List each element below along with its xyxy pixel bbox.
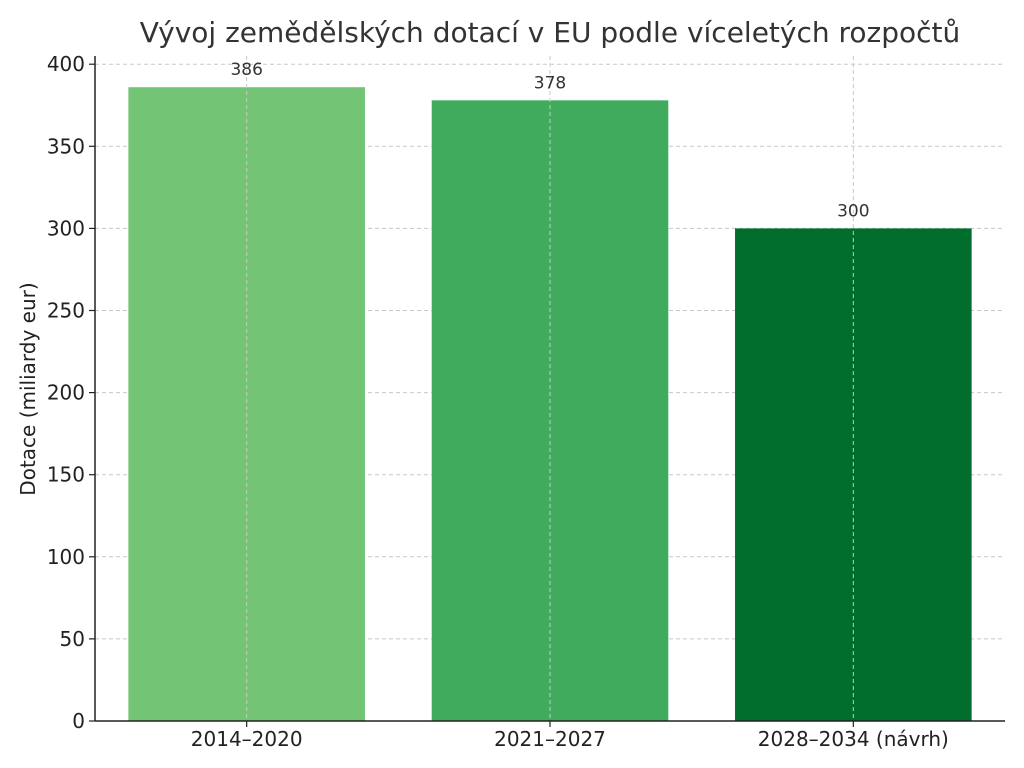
- y-tick-label: 100: [47, 545, 85, 569]
- vertical-grid: [246, 56, 854, 721]
- y-tick-label: 350: [47, 134, 85, 158]
- axes: 0 50 100 150 200 250 300 350 400 2014–2020 2021–20…: [47, 52, 1005, 751]
- data-label: 300: [837, 201, 869, 221]
- x-tick-label: 2021–2027: [494, 727, 606, 751]
- bar: [431, 100, 669, 722]
- y-tick-label: 0: [72, 709, 85, 733]
- y-tick-label: 300: [47, 216, 85, 240]
- y-tick-label: 400: [47, 52, 85, 76]
- x-tick-label: 2014–2020: [191, 727, 303, 751]
- y-axis-label: Dotace (miliardy eur): [16, 282, 40, 495]
- y-tick-label: 200: [47, 381, 85, 405]
- y-tick-label: 50: [60, 627, 85, 651]
- y-tick-label: 250: [47, 299, 85, 323]
- data-label: 386: [230, 60, 262, 80]
- data-label: 378: [534, 73, 566, 93]
- y-tick-label: 150: [47, 463, 85, 487]
- data-labels: 386 378 300: [230, 60, 869, 221]
- x-tick-label: 2028–2034 (návrh): [758, 727, 949, 751]
- chart-title: Vývoj zemědělských dotací v EU podle víc…: [140, 16, 961, 49]
